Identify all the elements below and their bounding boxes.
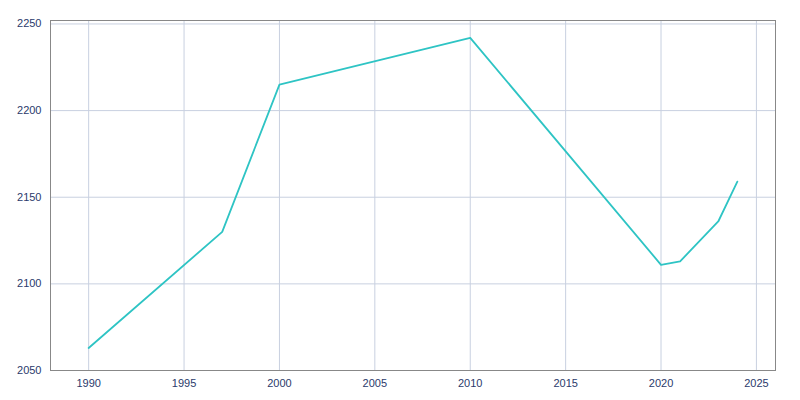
svg-text:2020: 2020 xyxy=(649,377,673,389)
svg-text:2200: 2200 xyxy=(17,104,41,116)
svg-text:1995: 1995 xyxy=(172,377,196,389)
svg-text:2250: 2250 xyxy=(17,17,41,29)
svg-text:2000: 2000 xyxy=(267,377,291,389)
svg-text:2050: 2050 xyxy=(17,364,41,376)
svg-text:1990: 1990 xyxy=(76,377,100,389)
svg-text:2005: 2005 xyxy=(363,377,387,389)
svg-text:2100: 2100 xyxy=(17,277,41,289)
svg-text:2150: 2150 xyxy=(17,191,41,203)
svg-text:2025: 2025 xyxy=(744,377,768,389)
svg-text:2010: 2010 xyxy=(458,377,482,389)
svg-text:2015: 2015 xyxy=(553,377,577,389)
